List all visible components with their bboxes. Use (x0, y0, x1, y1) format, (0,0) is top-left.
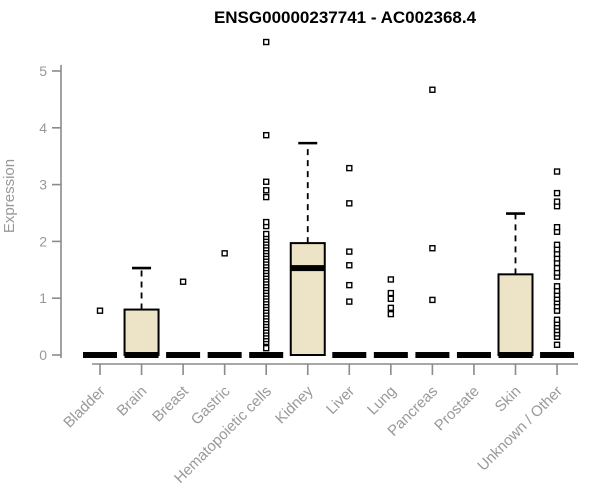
median-line (290, 265, 325, 272)
outlier-point (387, 310, 395, 318)
y-tick-label: 5 (39, 63, 47, 79)
boxplot-gastric (207, 250, 242, 358)
outlier-point (346, 248, 353, 255)
outlier-point (553, 168, 561, 175)
outlier-point (553, 341, 561, 348)
outlier-point (221, 250, 228, 257)
boxplot-unknown-other (540, 168, 575, 358)
outlier-point (346, 164, 353, 172)
y-axis: 0 1 2 3 4 5 (39, 63, 62, 363)
plot-area: 0 1 2 3 4 5 Bladder BrainBreastGastricHematopoi… (39, 38, 578, 487)
outlier-point (429, 245, 436, 252)
collapsed-box-at-zero (415, 352, 450, 358)
boxplot-pancreas (415, 86, 450, 358)
boxplot-breast (166, 278, 201, 358)
outlier-point (179, 278, 187, 285)
boxplot-skin (497, 212, 534, 358)
chart-title: ENSG00000237741 - AC002368.4 (214, 8, 477, 27)
collapsed-box-at-zero (166, 352, 201, 358)
outlier-point (553, 198, 561, 205)
outlier-point (387, 289, 395, 297)
category-label-prostate: Prostate (431, 383, 483, 435)
collapsed-box-at-zero (249, 352, 284, 358)
collapsed-box-at-zero (83, 352, 117, 358)
outlier-point (263, 178, 270, 185)
category-label-skin: Skin (492, 383, 525, 416)
boxplot-lung (373, 276, 408, 358)
y-tick-label: 3 (39, 177, 47, 193)
outlier-point (553, 189, 561, 197)
outlier-point (387, 276, 395, 283)
outlier-point (263, 218, 270, 226)
y-tick-label: 1 (39, 290, 47, 306)
box (497, 273, 534, 356)
collapsed-box-at-zero (456, 352, 491, 358)
outlier-point (263, 344, 270, 352)
collapsed-box-at-zero (373, 352, 408, 358)
boxplot-prostate (456, 352, 491, 358)
outlier-point (387, 295, 395, 302)
category-label-kidney: Kidney (272, 382, 317, 427)
outlier-point (263, 131, 270, 139)
outlier-point (346, 262, 353, 269)
outlier-point (346, 298, 353, 305)
category-label-lung: Lung (364, 383, 400, 419)
boxplot-hematopoietic-cells (249, 38, 284, 358)
category-label-liver: Liver (323, 383, 358, 418)
category-label-breast: Breast (149, 382, 192, 425)
collapsed-box-at-zero (540, 352, 575, 358)
outlier-point (346, 200, 353, 207)
boxplot-liver (332, 164, 367, 358)
boxplot-brain (123, 266, 160, 358)
y-tick-label: 4 (39, 120, 47, 136)
outlier-point (429, 86, 436, 93)
box (123, 308, 160, 356)
outlier-point (429, 296, 436, 304)
collapsed-box-at-zero (207, 352, 242, 358)
outlier-point (346, 281, 353, 289)
y-tick-label: 0 (39, 347, 47, 363)
outlier-point (263, 38, 270, 46)
median-line (124, 352, 159, 358)
outlier-point (263, 193, 270, 201)
box (289, 242, 326, 356)
category-label-bladder: Bladder (60, 383, 109, 432)
outlier-point (263, 230, 270, 238)
outlier-point (387, 304, 395, 312)
category-label-brain: Brain (114, 383, 151, 420)
median-line (498, 352, 533, 358)
outlier-point (553, 241, 561, 249)
boxplot-bladder (83, 307, 117, 358)
outlier-point (553, 223, 561, 231)
boxplot-kidney (289, 141, 326, 356)
outlier-point (263, 187, 270, 194)
y-tick-label: 2 (39, 233, 47, 249)
collapsed-box-at-zero (332, 352, 367, 358)
outlier-point (96, 307, 104, 314)
outlier-point (553, 316, 561, 323)
y-axis-title: Expression (1, 159, 18, 233)
outlier-point (553, 264, 561, 272)
outlier-point (553, 283, 561, 290)
